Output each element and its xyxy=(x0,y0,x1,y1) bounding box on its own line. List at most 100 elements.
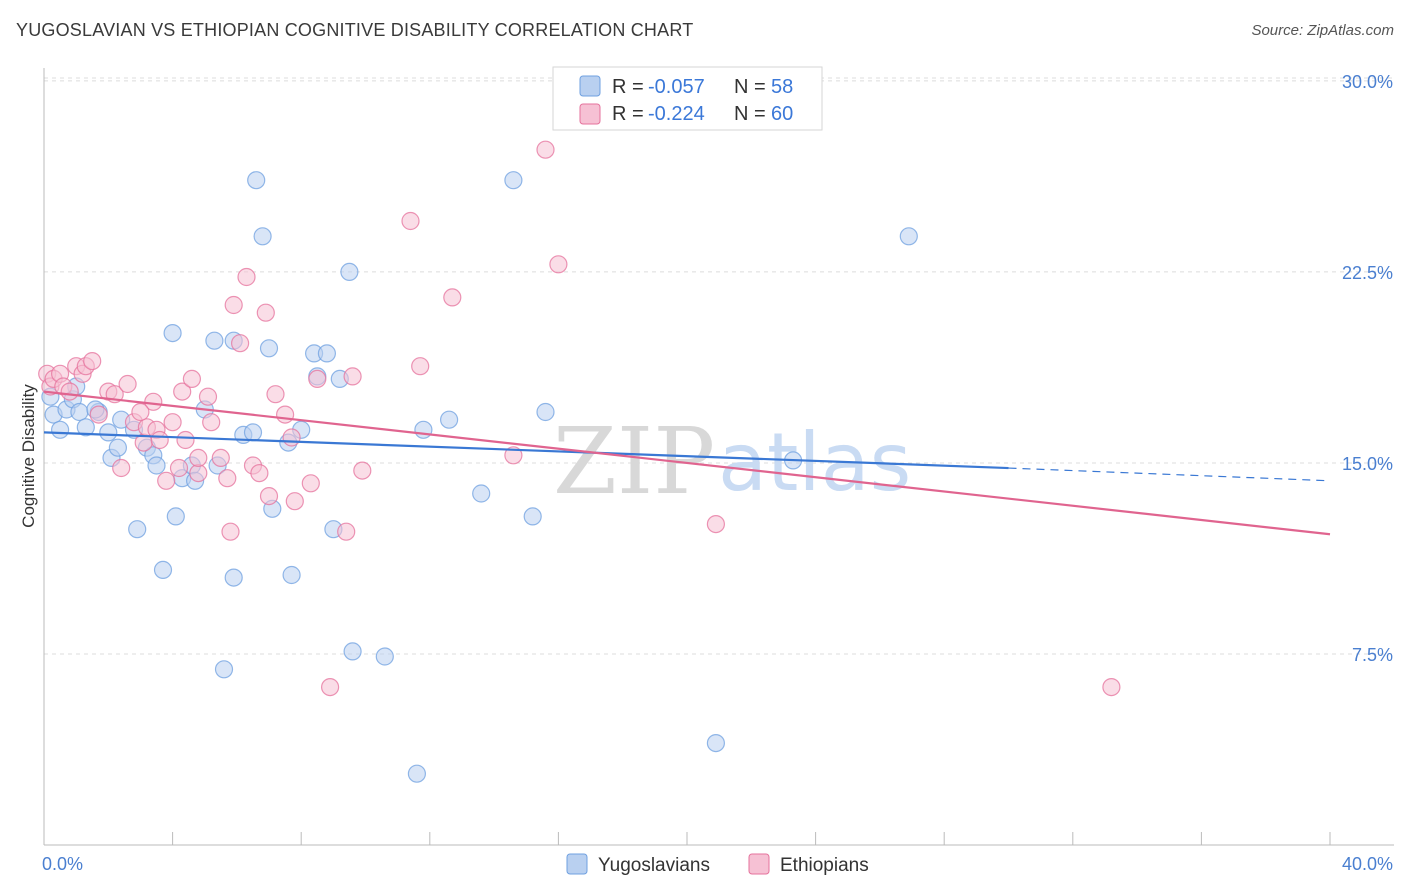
yugoslavians-point-53 xyxy=(706,733,726,753)
legend-r-label-2: R = xyxy=(612,103,644,125)
trend-line-ethiopians xyxy=(43,390,1331,536)
yugoslavians-point-28 xyxy=(224,568,243,587)
ethiopians-point-43 xyxy=(282,428,301,447)
yugoslavians-point-26 xyxy=(214,660,234,679)
yugoslavians-point-45 xyxy=(375,647,394,666)
x-tick-label-1: 40.0% xyxy=(1342,854,1393,874)
yugoslavians-point-30 xyxy=(243,423,263,442)
x-tick-label-0: 0.0% xyxy=(42,854,83,874)
ethiopians-point-29 xyxy=(198,387,218,406)
legend-ethiopians-swatch xyxy=(579,103,601,125)
ethiopians-point-51 xyxy=(401,211,420,231)
yugoslavians-point-40 xyxy=(317,344,336,363)
yugoslavians-point-16 xyxy=(147,456,166,475)
ethiopians-point-20 xyxy=(150,430,169,450)
y-axis-title: Cognitive Disability xyxy=(19,384,38,528)
ethiopians-point-21 xyxy=(157,471,176,490)
legend-bottom-yugoslavians-swatch xyxy=(566,853,588,875)
chart-title: YUGOSLAVIAN VS ETHIOPIAN COGNITIVE DISAB… xyxy=(16,20,694,40)
yugoslavians-point-13 xyxy=(128,520,147,539)
yugoslavians-point-17 xyxy=(153,560,173,580)
legend-top: R = -0.057 N = 58 R = -0.224 N = 60 xyxy=(552,66,823,131)
ethiopians-point-39 xyxy=(256,303,275,322)
yugoslavians-point-36 xyxy=(282,565,301,585)
legend-n-value-1: 58 xyxy=(771,76,793,98)
ethiopians-point-54 xyxy=(504,446,523,465)
legend-r-label-1: R = xyxy=(612,76,644,98)
legend-r-value-1: -0.057 xyxy=(648,76,705,98)
ethiopians-point-22 xyxy=(163,413,182,432)
ethiopians-point-50 xyxy=(353,461,372,480)
legend-bottom: Yugoslavians Ethiopians xyxy=(566,853,869,876)
yugoslavians-point-6 xyxy=(70,402,89,422)
legend-n-label-2: N = xyxy=(734,103,766,125)
trend-line-yugoslavians-extension xyxy=(1008,467,1331,482)
yugoslavians-point-31 xyxy=(247,171,266,190)
ethiopians-point-52 xyxy=(411,357,430,376)
ethiopians-point-59 xyxy=(131,402,150,422)
legend-yugoslavians-swatch xyxy=(579,75,601,97)
yugoslavians-point-57 xyxy=(99,423,118,442)
ethiopians-point-5 xyxy=(60,382,79,401)
ethiopians-point-41 xyxy=(266,385,285,404)
ethiopians-point-30 xyxy=(202,413,221,432)
y-tick-label-3: 30.0% xyxy=(1342,72,1393,92)
yugoslavians-point-47 xyxy=(414,420,433,439)
ethiopians-point-35 xyxy=(231,334,250,353)
ethiopians-point-9 xyxy=(83,352,102,371)
legend-bottom-ethiopians-swatch xyxy=(748,853,770,875)
ethiopians-point-40 xyxy=(259,487,279,506)
ethiopians-point-38 xyxy=(250,464,269,483)
y-tick-label-0: 7.5% xyxy=(1352,645,1393,665)
trend-line-yugoslavians xyxy=(43,431,1009,470)
ethiopians-point-13 xyxy=(112,458,131,478)
yugoslavians-point-19 xyxy=(166,507,185,526)
yugoslavians-point-32 xyxy=(253,227,272,246)
ethiopians-point-36 xyxy=(237,267,256,287)
yugoslavians-point-7 xyxy=(76,418,95,437)
ethiopians-point-34 xyxy=(224,295,243,315)
ethiopians-point-10 xyxy=(89,405,108,424)
legend-n-label-1: N = xyxy=(734,76,766,98)
ethiopians-point-24 xyxy=(173,382,192,401)
ethiopians-point-42 xyxy=(276,405,295,424)
legend-n-value-2: 60 xyxy=(771,103,793,125)
ethiopians-point-55 xyxy=(536,140,555,159)
ethiopians-point-45 xyxy=(301,474,320,493)
ethiopians-point-23 xyxy=(169,458,189,478)
y-tick-label-2: 22.5% xyxy=(1342,263,1393,283)
yugoslavians-point-46 xyxy=(407,764,426,783)
ethiopians-point-14 xyxy=(118,374,137,394)
ethiopians-point-32 xyxy=(218,469,237,488)
ethiopians-point-31 xyxy=(211,448,230,467)
yugoslavians-point-55 xyxy=(899,227,918,246)
ethiopians-point-47 xyxy=(321,677,340,697)
ethiopians-point-58 xyxy=(1102,677,1121,697)
ethiopians-point-25 xyxy=(176,430,195,450)
legend-bottom-ethiopians-label: Ethiopians xyxy=(780,855,869,876)
watermark-zip: ZIP xyxy=(553,408,715,515)
ethiopians-point-48 xyxy=(337,522,356,541)
yugoslavians-point-24 xyxy=(205,331,224,350)
yugoslavians-point-10 xyxy=(108,438,128,457)
ethiopians-point-49 xyxy=(343,367,362,386)
ethiopians-point-26 xyxy=(182,369,201,388)
grid-lines xyxy=(44,77,1394,655)
ethiopians-point-57 xyxy=(706,514,726,534)
ethiopians-point-27 xyxy=(189,464,208,483)
yugoslavians-point-50 xyxy=(504,171,523,190)
yugoslavians-point-52 xyxy=(536,402,555,422)
yugoslavians-point-2 xyxy=(50,420,70,439)
yugoslavians-point-48 xyxy=(440,410,459,429)
ethiopians-point-46 xyxy=(308,369,327,388)
ethiopians-point-28 xyxy=(189,448,208,467)
yugoslavians-point-51 xyxy=(523,507,542,526)
yugoslavians-point-44 xyxy=(343,642,362,661)
yugoslavians-point-49 xyxy=(472,484,491,503)
yugoslavians-point-18 xyxy=(163,324,182,343)
ethiopians-point-33 xyxy=(221,522,240,541)
ethiopians-point-56 xyxy=(549,255,568,274)
axes xyxy=(43,68,1394,846)
trend-lines xyxy=(43,390,1331,536)
yugoslavians-point-33 xyxy=(259,339,279,358)
